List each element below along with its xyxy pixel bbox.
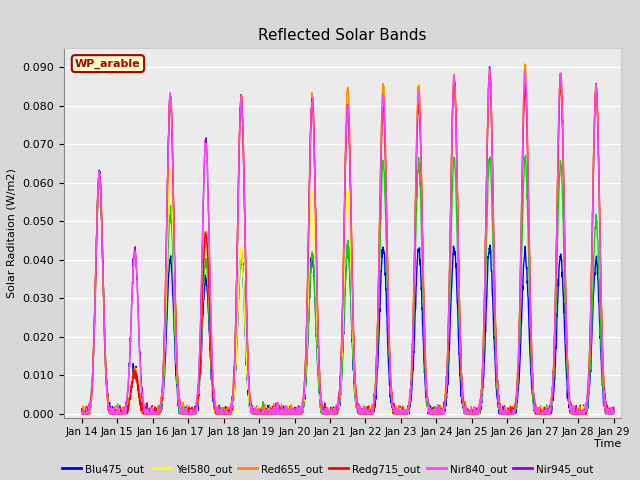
Title: Reflected Solar Bands: Reflected Solar Bands [258,28,427,43]
Legend: Blu475_out, Grn535_out, Yel580_out, Red655_out, Redg715_out, Nir840_out, Nir945_: Blu475_out, Grn535_out, Yel580_out, Red6… [58,460,598,480]
Yel580_out [563,343,571,348]
Red655_out [502,411,510,417]
Grn535_out [226,407,234,413]
Nir945_out [610,405,618,410]
Nir945_out [78,411,86,417]
Redg715_out [563,352,571,358]
Nir840_out [363,409,371,415]
Line: Red655_out: Red655_out [82,64,614,414]
Grn535_out [610,411,618,417]
Blu475_out [78,409,86,415]
Nir840_out [486,66,493,72]
Blu475_out [502,411,510,417]
Nir840_out [374,286,382,292]
Grn535_out [374,314,382,320]
Nir945_out [375,274,383,279]
Nir840_out [502,411,510,417]
Blu475_out [227,408,234,414]
Redg715_out [578,408,586,414]
Yel580_out [486,67,493,73]
Blu475_out [578,408,586,414]
Grn535_out [502,411,510,417]
Nir840_out [226,411,234,417]
Redg715_out [364,411,371,417]
Line: Grn535_out: Grn535_out [82,155,614,414]
Nir945_out [563,343,571,348]
Nir945_out [486,64,493,70]
Text: WP_arable: WP_arable [75,59,141,69]
Nir945_out [578,407,586,412]
Nir945_out [78,408,86,413]
Yel580_out [226,408,234,414]
Yel580_out [363,411,371,417]
Blu475_out [364,411,371,417]
Red655_out [78,409,86,415]
Red655_out [578,411,586,417]
Redg715_out [78,406,86,412]
Nir840_out [563,341,571,347]
Redg715_out [486,69,494,75]
Yel580_out [374,284,382,290]
Blu475_out [78,411,86,417]
Line: Yel580_out: Yel580_out [82,70,614,414]
Red655_out [610,411,618,417]
Red655_out [563,355,571,361]
Blu475_out [610,409,618,415]
Redg715_out [375,278,383,284]
Blu475_out [563,381,571,386]
Red655_out [78,411,86,417]
Line: Redg715_out: Redg715_out [82,72,614,414]
Nir945_out [364,411,371,417]
Yel580_out [78,411,86,417]
Blu475_out [95,168,103,173]
Grn535_out [522,152,529,158]
Grn535_out [563,355,571,360]
Line: Blu475_out: Blu475_out [82,170,614,414]
Yel580_out [578,411,586,417]
Red655_out [227,410,234,416]
Grn535_out [578,411,586,417]
Redg715_out [610,407,618,413]
Red655_out [364,407,371,412]
Red655_out [521,61,529,67]
Nir840_out [578,411,586,417]
Blu475_out [375,335,383,340]
Y-axis label: Solar Raditaion (W/m2): Solar Raditaion (W/m2) [7,168,17,298]
Redg715_out [227,411,234,417]
Line: Nir945_out: Nir945_out [82,67,614,414]
Yel580_out [502,411,510,417]
Nir840_out [78,411,86,417]
Redg715_out [78,411,86,417]
Red655_out [375,266,383,272]
Nir945_out [227,409,234,415]
Grn535_out [363,411,371,417]
Yel580_out [610,410,618,416]
Nir945_out [502,411,510,417]
Nir840_out [610,411,618,417]
Redg715_out [502,411,510,417]
Text: Time: Time [593,439,621,449]
Grn535_out [78,411,86,417]
Line: Nir840_out: Nir840_out [82,69,614,414]
